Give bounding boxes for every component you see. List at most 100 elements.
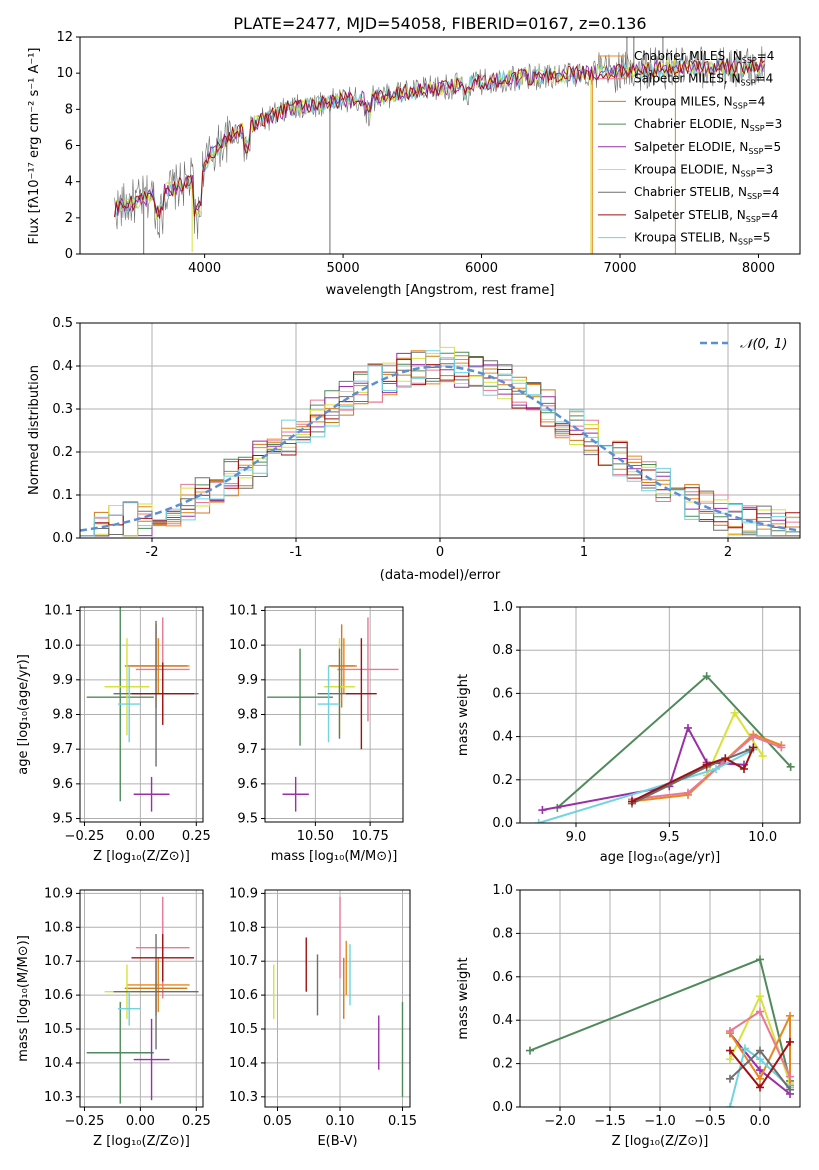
mass-weight-marker [756, 992, 764, 1001]
mass-weight-marker [726, 1027, 734, 1036]
mass-weight-marker [702, 672, 711, 681]
mass-weight-marker [756, 1083, 764, 1092]
mass-weight-marker [756, 1046, 764, 1055]
y-tick-label: 9.7 [52, 742, 73, 757]
mass-weight-marker [684, 723, 692, 732]
mass-weight-marker [756, 955, 764, 964]
y-tick-label: 10.8 [44, 920, 73, 935]
mass-weight-marker [756, 1007, 764, 1016]
mass-weight-marker [786, 1085, 794, 1094]
residual-ylabel: Normed distribution [27, 365, 42, 495]
panel-frame [519, 606, 801, 824]
mass-weight-marker [777, 743, 786, 752]
y-tick-label: 8 [65, 102, 73, 117]
legend-label: Salpeter STELIB, NSSP=4 [634, 208, 778, 224]
y-tick-label: 0.6 [492, 686, 513, 701]
y-tick-label: 0.4 [52, 359, 73, 374]
legend-label: Chabrier ELODIE, NSSP=3 [634, 117, 782, 133]
x-tick-label: −1.5 [594, 1114, 626, 1129]
panel-frame [519, 889, 801, 1108]
mass-weight-marker [741, 1044, 749, 1053]
y-tick-label: 10.6 [44, 988, 73, 1003]
y-tick-label: 10.1 [229, 603, 258, 618]
y-tick-label: 9.8 [52, 708, 73, 723]
x-tick-label: 10.0 [748, 830, 777, 845]
age-vs-metallicity-panel: −0.25 0.00 0.25 9.5 9.6 9.7 9.8 9.9 10.0 10.1 Z [l… [16, 603, 211, 864]
legend-label: Salpeter MILES, NSSP=4 [634, 72, 773, 88]
mass-weight-marker [758, 752, 767, 761]
y-tick-label: 10.9 [44, 886, 73, 901]
y-tick-label: 0.8 [492, 926, 513, 941]
mass-weight-line [556, 674, 792, 809]
spectrum-title: PLATE=2477, MJD=54058, FIBERID=0167, z=0… [233, 14, 646, 33]
y-tick-label: 10.7 [44, 954, 73, 969]
mass-weight-marker [786, 762, 795, 771]
y-tick-label: 2 [65, 211, 73, 226]
x-tick-label: −2.0 [544, 1114, 576, 1129]
model-spectrum-salp-elodie [114, 57, 765, 218]
y-tick-label: 10.4 [229, 1056, 258, 1071]
y-tick-label: 10.7 [229, 954, 258, 969]
y-tick-label: 10.4 [44, 1056, 73, 1071]
mass-weight-marker [726, 1103, 734, 1107]
x-tick-label: -2 [146, 545, 159, 560]
y-tick-label: 0.4 [492, 1013, 513, 1028]
x-tick-label: 0.00 [126, 829, 155, 844]
mass-weight-marker [786, 1011, 794, 1020]
x-tick-label: 0.10 [326, 1114, 355, 1129]
x-tick-label: 10.50 [297, 829, 334, 844]
y-tick-label: 9.9 [237, 673, 258, 688]
y-tick-label: 1.0 [492, 883, 513, 898]
y-tick-label: 10.0 [44, 638, 73, 653]
y-tick-label: 10.5 [44, 1022, 73, 1037]
mass-weight-marker [534, 819, 543, 823]
x-tick-label: 6000 [465, 261, 498, 276]
mass-weight-marker [684, 788, 692, 797]
legend-label: Kroupa ELODIE, NSSP=3 [634, 163, 773, 179]
panel-frame [264, 606, 404, 823]
x-tick-label: 0.0 [750, 1114, 771, 1129]
y-tick-label: 9.9 [52, 673, 73, 688]
massweight-vs-age-panel: 9.0 9.5 10.0 0.0 0.2 0.4 0.6 0.8 1.0 age [log₁₀(a… [456, 600, 801, 865]
x-tick-label: −0.25 [65, 829, 105, 844]
mass-weight-marker [721, 754, 730, 763]
y-tick-label: 4 [65, 175, 73, 190]
spectrum-ylabel: Flux [fλ10⁻¹⁷ erg cm⁻² s⁻¹ A⁻¹] [27, 48, 42, 245]
mass-weight-marker [726, 1074, 734, 1083]
mass-weight-marker [756, 1074, 764, 1083]
y-tick-label: 0.2 [492, 1057, 513, 1072]
panel-ylabel: mass weight [456, 957, 471, 1039]
y-tick-label: 0.1 [52, 488, 73, 503]
y-tick-label: 12 [56, 30, 73, 45]
mass-weight-marker [786, 1037, 794, 1046]
x-tick-label: 0.25 [182, 1114, 211, 1129]
x-tick-label: −1.0 [644, 1114, 676, 1129]
y-tick-label: 10.3 [229, 1090, 258, 1105]
mass-weight-marker [712, 765, 720, 773]
x-tick-label: 2 [724, 545, 732, 560]
panel-xlabel: mass [log₁₀(M/M⊙)] [271, 849, 398, 864]
y-tick-label: 6 [65, 139, 73, 154]
panel-frame [264, 889, 411, 1108]
normal-legend-label: 𝒩(0, 1) [740, 337, 787, 352]
y-tick-label: 10.3 [44, 1090, 73, 1105]
legend-label: Salpeter ELODIE, NSSP=5 [634, 140, 781, 156]
residual-frame [79, 322, 801, 539]
mass-weight-marker [628, 797, 636, 806]
mass-weight-marker [749, 743, 758, 752]
mass-weight-marker [756, 1066, 764, 1075]
y-tick-label: 9.5 [52, 812, 73, 827]
mass-weight-marker [756, 1055, 764, 1064]
y-tick-label: 0 [65, 247, 73, 262]
x-tick-label: 0.00 [126, 1114, 155, 1129]
y-tick-label: 0.2 [52, 445, 73, 460]
panel-ylabel: mass [log₁₀(M/M⊙)] [16, 935, 31, 1062]
y-tick-label: 1.0 [492, 600, 513, 615]
mass-vs-metallicity-panel: −0.25 0.00 0.25 10.3 10.4 10.5 10.6 10.7 10.8 10.… [16, 886, 211, 1149]
mass-weight-marker [749, 732, 758, 741]
mass-weight-marker [740, 765, 748, 773]
mass-weight-marker [726, 1046, 734, 1055]
massweight-vs-metallicity-panel: −2.0 −1.5 −1.0 −0.5 0.0 0.0 0.2 0.4 0.6 0.8 1.0 Z [… [456, 883, 801, 1149]
y-tick-label: 9.6 [52, 777, 73, 792]
x-tick-label: 10.75 [352, 829, 389, 844]
